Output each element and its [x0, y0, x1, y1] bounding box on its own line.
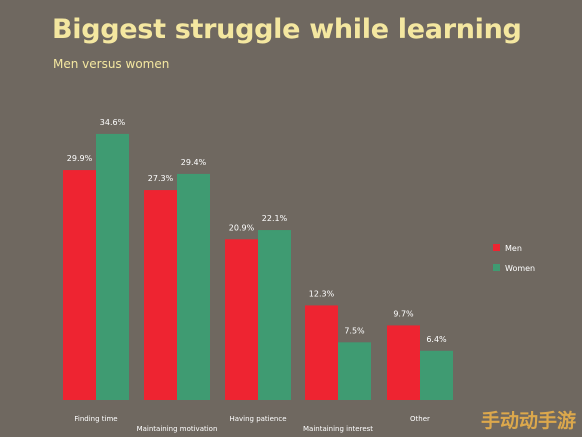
- chart-title: Biggest struggle while learning: [52, 14, 522, 45]
- x-tick-label-maintaining-motivation: Maintaining motivation: [137, 425, 218, 433]
- bar-women-having-patience: [258, 230, 291, 400]
- data-label-women-maintaining-motivation: 29.4%: [181, 158, 207, 167]
- bar-men-having-patience: [225, 239, 258, 400]
- data-label-men-other: 9.7%: [393, 309, 414, 318]
- x-tick-label-maintaining-interest: Maintaining interest: [303, 425, 373, 433]
- chart-subtitle: Men versus women: [53, 57, 170, 71]
- legend-swatch-women: [493, 264, 500, 271]
- data-label-men-finding-time: 29.9%: [67, 154, 93, 163]
- data-label-women-other: 6.4%: [426, 335, 447, 344]
- legend-swatch-men: [493, 244, 500, 251]
- data-label-men-having-patience: 20.9%: [229, 223, 255, 232]
- data-label-women-finding-time: 34.6%: [100, 118, 126, 127]
- bar-women-finding-time: [96, 133, 129, 400]
- watermark-logo: 手动动手游: [480, 410, 576, 432]
- bar-men-maintaining-motivation: [144, 190, 177, 400]
- bar-men-finding-time: [63, 170, 96, 400]
- data-label-men-maintaining-interest: 12.3%: [309, 289, 335, 298]
- bar-women-other: [420, 350, 453, 400]
- bar-men-other: [387, 325, 420, 400]
- x-tick-label-finding-time: Finding time: [74, 415, 117, 423]
- data-label-women-maintaining-interest: 7.5%: [344, 326, 365, 335]
- legend-label-women: Women: [505, 264, 535, 273]
- bar-men-maintaining-interest: [305, 305, 338, 400]
- bar-women-maintaining-motivation: [177, 173, 210, 400]
- bar-women-maintaining-interest: [338, 342, 371, 400]
- x-tick-label-other: Other: [410, 415, 430, 423]
- legend-label-men: Men: [505, 244, 522, 253]
- data-label-men-maintaining-motivation: 27.3%: [148, 174, 174, 183]
- x-tick-label-having-patience: Having patience: [229, 415, 286, 423]
- data-label-women-having-patience: 22.1%: [262, 214, 288, 223]
